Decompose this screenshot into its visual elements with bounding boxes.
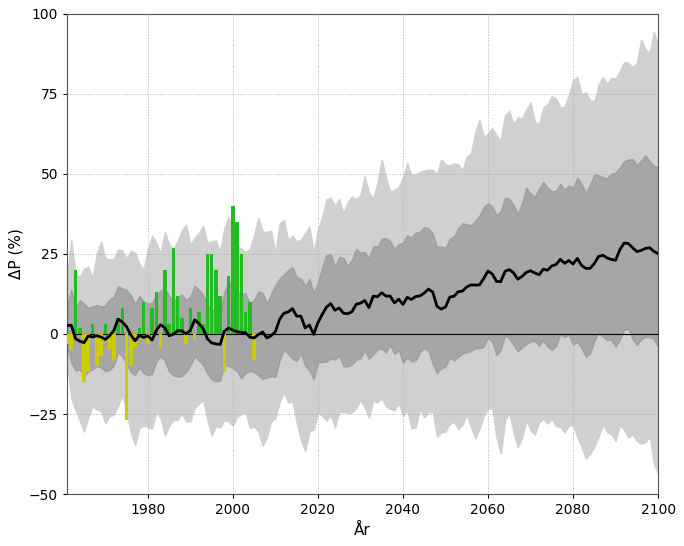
Bar	[65, 334, 69, 343]
Bar	[252, 334, 256, 360]
Bar	[120, 308, 124, 334]
Bar	[159, 334, 162, 347]
Bar	[129, 334, 133, 366]
Bar	[155, 292, 158, 334]
Bar	[244, 312, 248, 334]
Bar	[218, 295, 222, 334]
Bar	[146, 334, 150, 343]
Bar	[231, 206, 235, 334]
Bar	[86, 334, 90, 372]
Bar	[124, 334, 129, 420]
Bar	[189, 308, 192, 334]
Bar	[116, 318, 120, 334]
Bar	[108, 334, 111, 350]
Bar	[70, 334, 73, 350]
Bar	[193, 334, 196, 340]
Bar	[95, 334, 98, 366]
Bar	[197, 312, 200, 334]
Bar	[150, 308, 154, 334]
Bar	[103, 324, 107, 334]
Bar	[112, 334, 116, 360]
Bar	[201, 324, 205, 334]
Bar	[248, 302, 252, 334]
Bar	[235, 222, 239, 334]
Bar	[210, 254, 213, 334]
Bar	[78, 328, 81, 334]
Y-axis label: ΔP (%): ΔP (%)	[8, 229, 23, 280]
Bar	[168, 324, 171, 334]
Bar	[184, 334, 188, 343]
Bar	[142, 302, 146, 334]
Bar	[227, 276, 231, 334]
Bar	[74, 270, 77, 334]
Bar	[172, 247, 175, 334]
Bar	[91, 324, 94, 334]
Bar	[180, 318, 184, 334]
Bar	[99, 334, 103, 357]
Bar	[214, 270, 218, 334]
Bar	[176, 295, 179, 334]
Bar	[163, 270, 167, 334]
Bar	[222, 334, 226, 372]
X-axis label: År: År	[354, 523, 371, 538]
Bar	[239, 254, 244, 334]
Bar	[133, 334, 137, 347]
Bar	[137, 328, 141, 334]
Bar	[206, 254, 209, 334]
Bar	[82, 334, 86, 382]
